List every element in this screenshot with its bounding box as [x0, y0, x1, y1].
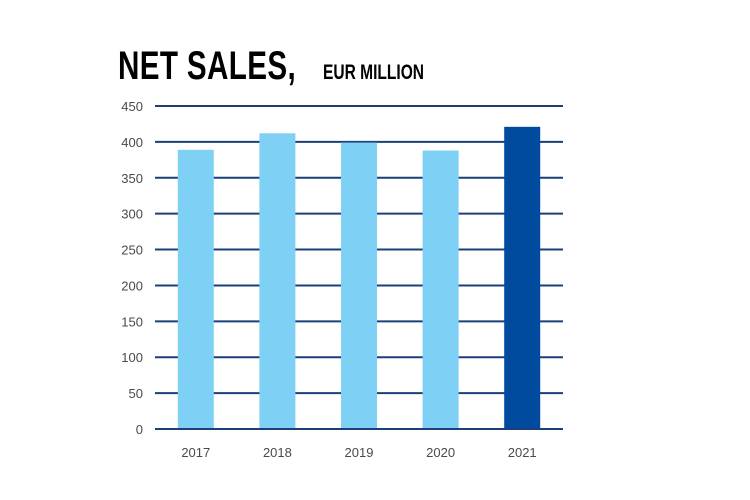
x-tick-label: 2020: [426, 445, 455, 460]
chart-title-unit: EUR MILLION: [323, 61, 425, 84]
x-tick-label: 2017: [181, 445, 210, 460]
y-tick-label: 450: [121, 99, 143, 114]
y-tick-label: 50: [129, 386, 143, 401]
x-tick-label: 2019: [345, 445, 374, 460]
chart-title: NET SALES, EUR MILLION: [118, 44, 460, 89]
y-axis-ticks: 0 50 100 150 200 250 300 350 400 450: [121, 99, 143, 437]
x-axis-ticks: 2017 2018 2019 2020 2021: [155, 428, 563, 460]
bar-2018: [259, 133, 296, 429]
y-tick-label: 400: [121, 135, 143, 150]
bar-2019: [341, 142, 377, 429]
y-tick-label: 350: [121, 171, 143, 186]
bars: [177, 126, 541, 430]
bar-2020: [422, 150, 459, 429]
bar-2017: [177, 149, 214, 430]
y-tick-label: 100: [121, 350, 143, 365]
y-tick-label: 200: [121, 278, 143, 293]
y-tick-label: 0: [136, 422, 143, 437]
y-tick-label: 150: [121, 314, 143, 329]
bar-2021: [504, 126, 541, 429]
chart-title-main: NET SALES,: [118, 44, 297, 88]
x-tick-label: 2021: [508, 445, 537, 460]
y-tick-label: 250: [121, 243, 143, 258]
x-tick-label: 2018: [263, 445, 292, 460]
y-tick-label: 300: [121, 207, 143, 222]
